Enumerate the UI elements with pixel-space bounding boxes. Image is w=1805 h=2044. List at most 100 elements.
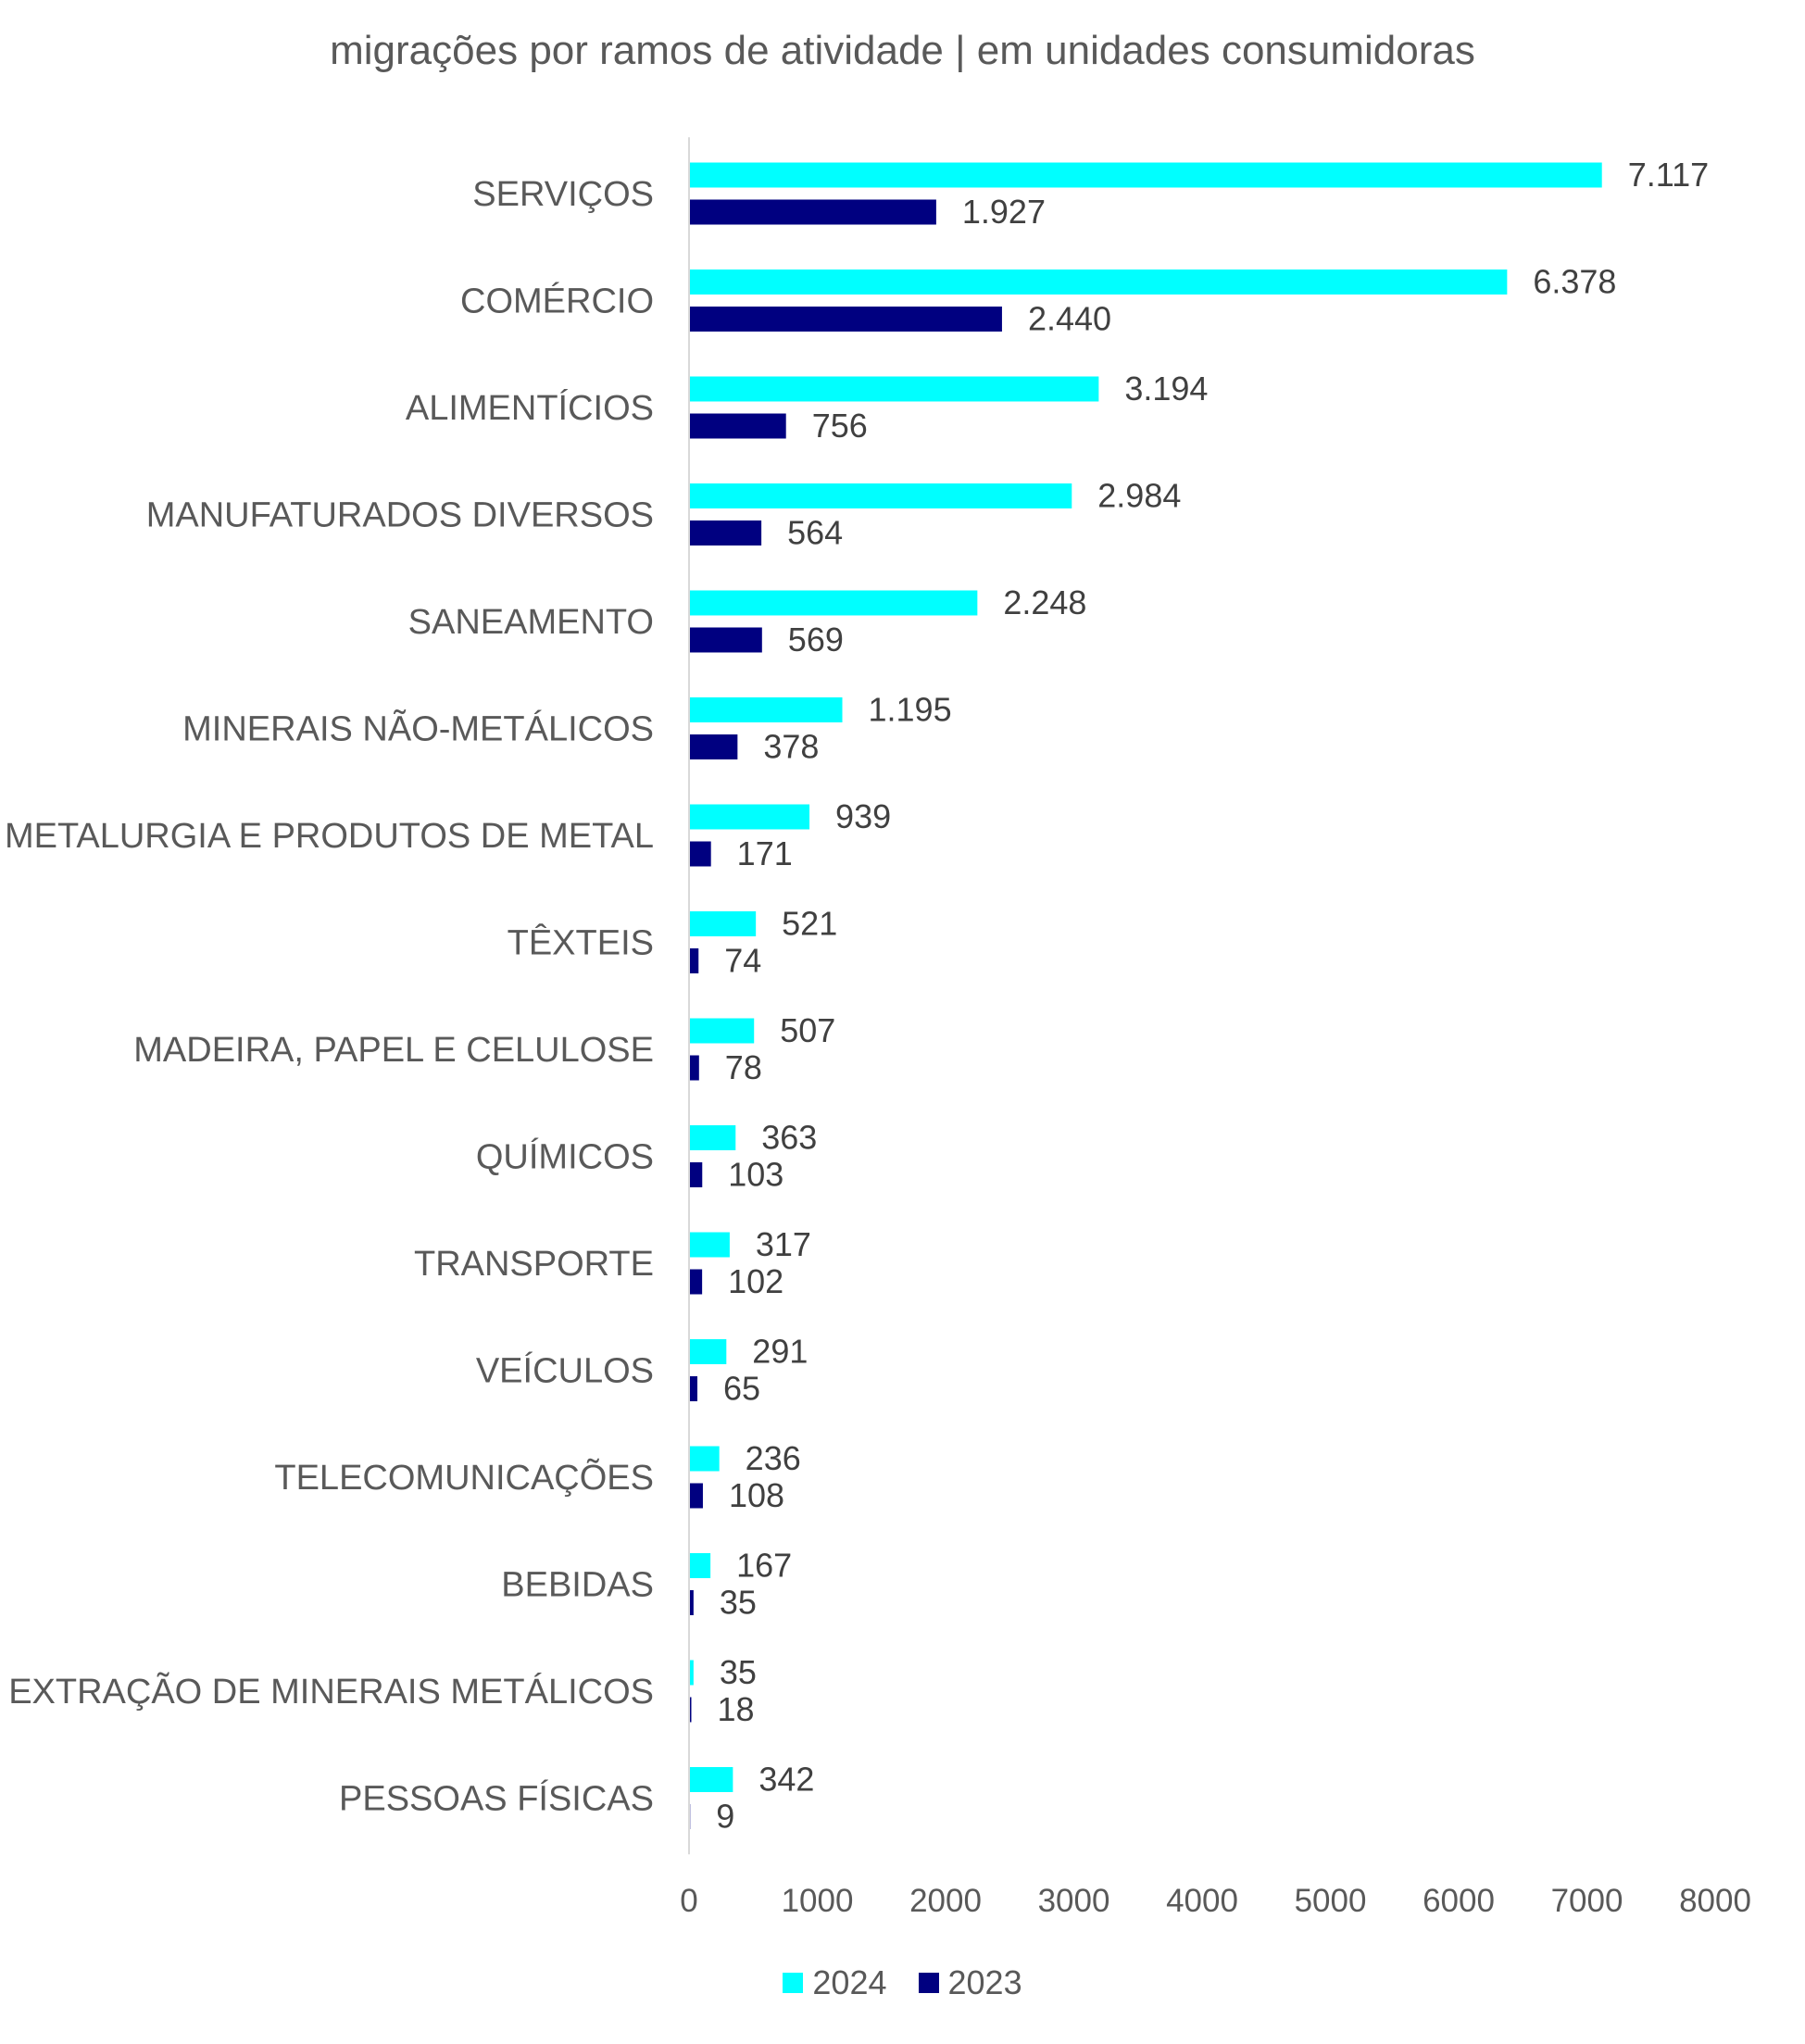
bar-2023 [689, 1055, 699, 1081]
bar-2023 [689, 1483, 703, 1509]
data-label-2023: 78 [725, 1048, 762, 1086]
data-label-2023: 756 [812, 407, 868, 445]
legend-item-2024: 2024 [783, 1963, 887, 2002]
bar-2023 [689, 1590, 694, 1615]
data-label-2023: 102 [728, 1262, 783, 1300]
data-label-2023: 569 [788, 621, 844, 658]
data-label-2024: 2.248 [1003, 583, 1086, 621]
category-label: EXTRAÇÃO DE MINERAIS METÁLICOS [8, 1672, 654, 1712]
chart-title: migrações por ramos de atividade | em un… [330, 28, 1475, 73]
category-label: MINERAIS NÃO-METÁLICOS [182, 709, 654, 749]
category-label: MADEIRA, PAPEL E CELULOSE [133, 1031, 654, 1070]
category-label: BEBIDAS [501, 1566, 654, 1605]
category-label: METALURGIA E PRODUTOS DE METAL [5, 817, 654, 856]
bar-2023 [689, 199, 936, 225]
bar-2023 [689, 627, 762, 653]
x-tick-label: 3000 [1038, 1883, 1110, 1919]
data-label-2024: 291 [752, 1333, 808, 1371]
bar-2024 [689, 1018, 755, 1044]
bar-2023 [689, 413, 786, 439]
data-label-2023: 65 [723, 1370, 760, 1408]
category-label: PESSOAS FÍSICAS [339, 1779, 654, 1819]
bar-2023 [689, 520, 762, 545]
bar-2024 [689, 483, 1072, 508]
data-label-2023: 18 [717, 1690, 754, 1728]
category-label: SERVIÇOS [472, 175, 654, 214]
data-label-2024: 507 [780, 1011, 835, 1049]
data-label-2024: 939 [835, 797, 891, 835]
category-label: VEÍCULOS [476, 1351, 654, 1391]
legend-swatch [783, 1973, 804, 1993]
x-tick-label: 7000 [1551, 1883, 1623, 1919]
data-label-2024: 363 [761, 1119, 817, 1157]
bar-2024 [689, 162, 1602, 188]
category-labels: SERVIÇOS COMÉRCIO ALIMENTÍCIOS MANUFATURADO… [5, 175, 654, 1819]
legend: 2024 2023 [0, 1963, 1805, 2002]
bar-2024 [689, 376, 1099, 402]
data-label-2023: 564 [787, 514, 843, 552]
data-label-2023: 9 [716, 1798, 734, 1836]
bar-2024 [689, 1125, 736, 1150]
legend-swatch [918, 1973, 939, 1993]
data-label-2023: 74 [724, 942, 761, 980]
data-label-2024: 521 [782, 905, 837, 943]
x-tick-label: 4000 [1166, 1883, 1238, 1919]
x-tick-label: 1000 [782, 1883, 854, 1919]
x-tick-label: 0 [680, 1883, 697, 1919]
data-label-2024: 317 [756, 1225, 811, 1263]
data-label-2023: 2.440 [1028, 300, 1111, 338]
category-label: QUÍMICOS [476, 1137, 654, 1177]
data-label-2023: 108 [729, 1476, 784, 1514]
bar-2024 [689, 1660, 694, 1686]
bar-2023 [689, 948, 699, 973]
bar-2024 [689, 1767, 733, 1792]
data-label-2023: 1.927 [962, 193, 1046, 231]
category-label: MANUFATURADOS DIVERSOS [146, 496, 654, 535]
data-label-2023: 35 [720, 1584, 757, 1622]
category-label: TÊXTEIS [508, 923, 654, 963]
bar-2024 [689, 1553, 711, 1578]
data-label-2023: 103 [728, 1156, 783, 1194]
data-label-2024: 236 [746, 1439, 801, 1477]
data-label-2024: 1.195 [869, 691, 952, 729]
bar-2024 [689, 1339, 727, 1364]
bar-2024 [689, 804, 810, 830]
bar-2023 [689, 1697, 692, 1723]
data-label-2024: 7.117 [1628, 156, 1709, 194]
legend-label: 2024 [812, 1963, 887, 2001]
bar-2024 [689, 1446, 720, 1472]
data-label-2024: 342 [758, 1761, 814, 1799]
bar-2024 [689, 1232, 730, 1258]
x-tick-label: 5000 [1295, 1883, 1367, 1919]
x-tick-label: 8000 [1679, 1883, 1751, 1919]
data-label-2023: 171 [737, 834, 793, 872]
x-tick-label: 2000 [909, 1883, 982, 1919]
bar-2023 [689, 841, 711, 867]
bar-2023 [689, 734, 738, 759]
bar-2024 [689, 697, 843, 722]
bar-2023 [689, 1162, 703, 1187]
bars [689, 162, 1602, 1829]
data-label-2024: 2.984 [1097, 477, 1181, 515]
data-label-2024: 6.378 [1533, 263, 1616, 301]
category-label: COMÉRCIO [460, 282, 654, 321]
data-label-2023: 378 [763, 728, 819, 766]
category-label: TELECOMUNICAÇÕES [274, 1457, 654, 1498]
x-tick-label: 6000 [1423, 1883, 1495, 1919]
category-label: ALIMENTÍCIOS [406, 388, 654, 428]
bar-2024 [689, 590, 978, 616]
category-label: SANEAMENTO [408, 603, 654, 642]
bar-2023 [689, 307, 1002, 332]
bar-2023 [689, 1376, 698, 1401]
axes: 0 1000 2000 3000 4000 5000 6000 7000 8000 [680, 137, 1751, 1919]
data-label-2024: 3.194 [1124, 370, 1208, 408]
data-label-2024: 167 [736, 1547, 792, 1585]
category-label: TRANSPORTE [414, 1245, 654, 1284]
bar-2023 [689, 1269, 703, 1295]
legend-label: 2023 [947, 1963, 1022, 2001]
data-labels: 7.117 1.927 6.378 2.440 3.194 756 2.984 564 2.24… [716, 156, 1709, 1836]
data-label-2024: 35 [720, 1653, 757, 1691]
legend-item-2023: 2023 [918, 1963, 1022, 2002]
bar-2024 [689, 911, 757, 936]
bar-2024 [689, 270, 1508, 295]
